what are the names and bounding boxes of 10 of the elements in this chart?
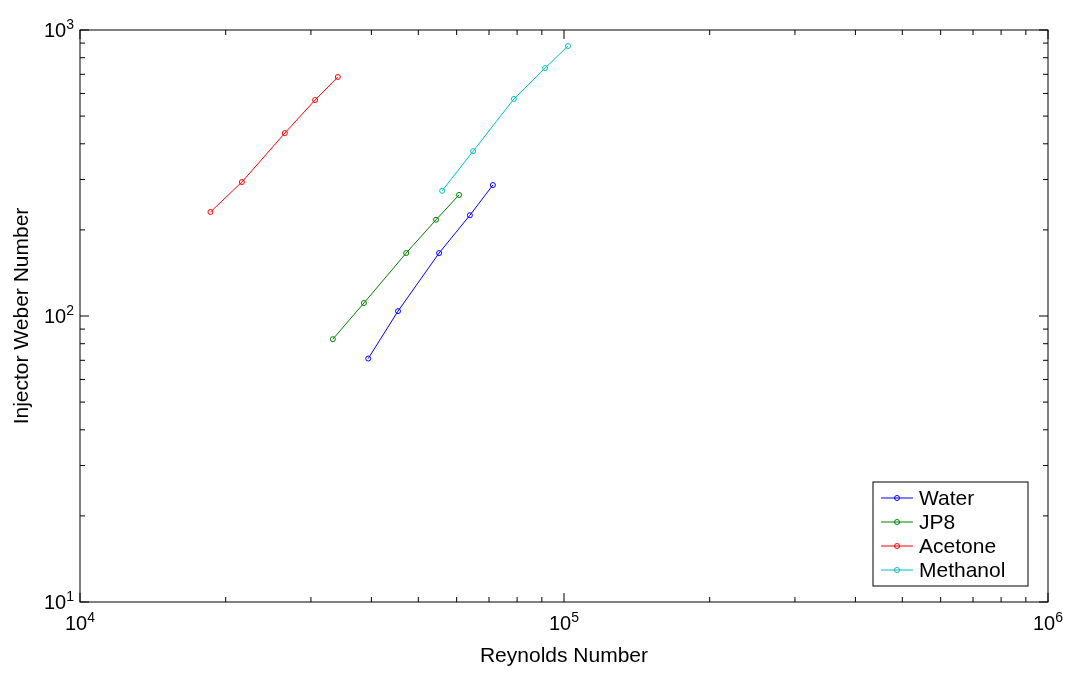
x-axis-title: Reynolds Number bbox=[479, 643, 649, 666]
x-tick-label: 10$^{5}$ bbox=[548, 609, 580, 634]
x-tick-label: 10$^{6}$ bbox=[1032, 609, 1064, 634]
legend-label: Methanol bbox=[919, 558, 1006, 581]
y-tick-label: 10$^{2}$ bbox=[43, 302, 75, 327]
legend-label: JP8 bbox=[919, 510, 956, 533]
legend-label: Acetone bbox=[919, 534, 997, 557]
legend-label: Water bbox=[919, 486, 975, 509]
y-axis-title: Injector Weber Number bbox=[9, 207, 32, 425]
y-tick-label: 10$^{3}$ bbox=[43, 16, 75, 41]
